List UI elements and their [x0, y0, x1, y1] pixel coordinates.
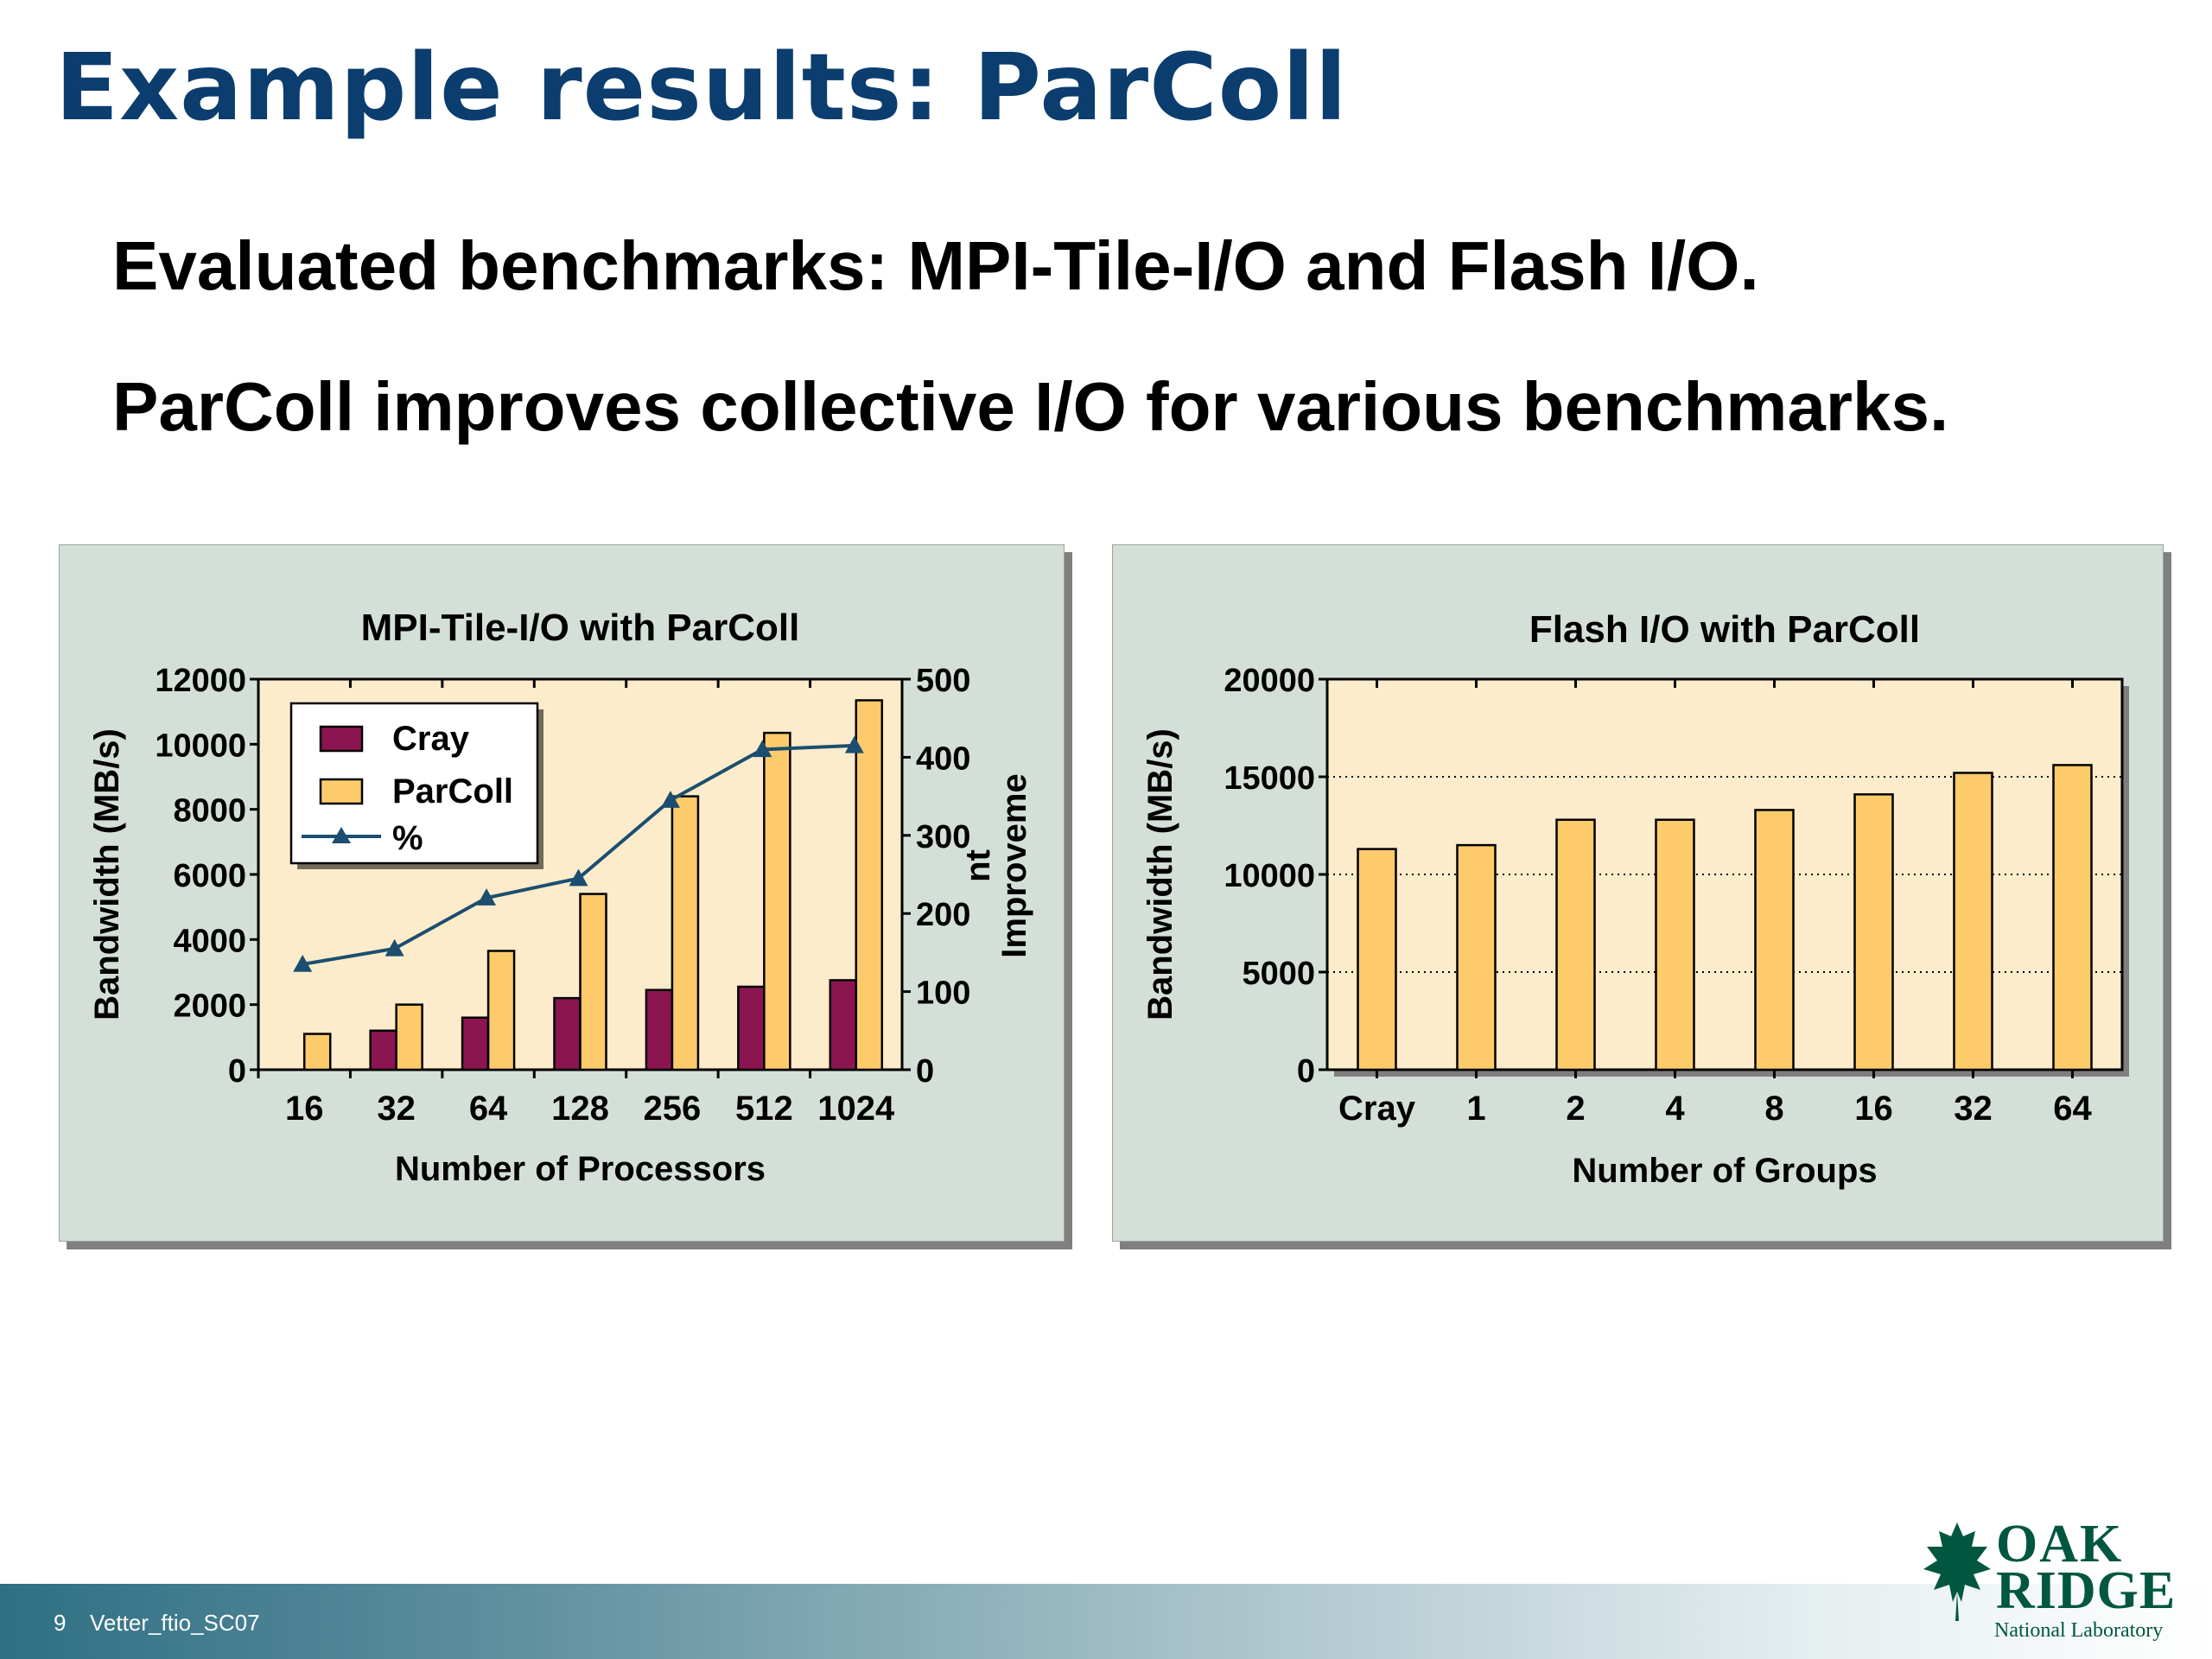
bar-parcoll	[486, 950, 516, 1071]
x-tick-label: 16	[1854, 1090, 1893, 1128]
logo-line1: OAK	[1996, 1515, 2124, 1573]
y2-axis-label-line: nt	[959, 849, 997, 882]
legend-label-parcoll: ParColl	[392, 772, 513, 810]
legend-swatch-parcoll	[319, 778, 364, 805]
x-tick-label: 32	[1954, 1090, 1993, 1128]
x-tick-label: 128	[551, 1090, 609, 1128]
x-tick-label: 64	[2053, 1090, 2092, 1128]
x-tick-label: 512	[735, 1090, 793, 1128]
x-axis-label: Number of Groups	[1572, 1152, 1877, 1190]
y2-tick-label: 500	[916, 663, 970, 699]
bar-parcoll	[395, 1003, 423, 1071]
bar-parcoll	[671, 795, 700, 1071]
percent-marker	[844, 735, 864, 753]
bar-flash	[1754, 809, 1795, 1071]
oak-ridge-logo: OAK RIDGE National Laboratory	[1918, 1512, 2177, 1650]
bar-flash	[1456, 843, 1497, 1071]
percent-marker	[293, 954, 313, 972]
y-tick-label: 8000	[173, 793, 246, 830]
bar-cray	[645, 988, 674, 1071]
footer-page-number: 9	[54, 1610, 67, 1636]
y-tick-label: 12000	[155, 663, 246, 699]
slide-title: Example results: ParColl	[55, 35, 1348, 142]
x-tick-label: 2	[1566, 1090, 1585, 1128]
percent-marker	[660, 791, 680, 808]
y-tick-label: 2000	[173, 988, 246, 1025]
x-tick-label: 1	[1466, 1090, 1485, 1128]
y-tick-label: 5000	[1242, 956, 1315, 992]
y-axis-label: Bandwidth (MB/s)	[88, 728, 126, 1020]
y-tick-label: 10000	[155, 728, 246, 764]
y-tick-label: 6000	[173, 858, 246, 894]
bar-cray	[553, 996, 582, 1071]
y-tick-label: 10000	[1224, 858, 1315, 894]
bar-flash	[2052, 764, 2093, 1071]
y2-axis-label-line: Improveme	[995, 773, 1033, 957]
x-tick-label: 256	[644, 1090, 702, 1128]
y2-tick-label: 300	[916, 819, 970, 855]
footer-text: Vetter_ftio_SC07	[90, 1610, 260, 1636]
bar-parcoll	[302, 1033, 332, 1071]
bar-parcoll	[855, 699, 884, 1071]
bar-parcoll	[763, 731, 791, 1071]
bar-flash	[1853, 793, 1894, 1071]
x-tick-label: 8	[1764, 1090, 1783, 1128]
percent-marker	[569, 868, 588, 887]
y-axis-label: Bandwidth (MB/s)	[1141, 728, 1179, 1020]
y-tick-label: 4000	[173, 923, 246, 959]
oak-leaf-icon	[1923, 1522, 1991, 1621]
bar-flash	[1655, 818, 1695, 1071]
y-tick-label: 0	[228, 1053, 246, 1090]
legend-marker-percent	[332, 827, 351, 843]
bar-cray	[461, 1016, 490, 1071]
x-axis-label: Number of Processors	[395, 1150, 766, 1188]
bar-cray	[737, 985, 766, 1071]
x-tick-label: 32	[377, 1090, 416, 1128]
y2-tick-label: 0	[916, 1053, 934, 1090]
percent-marker	[753, 740, 772, 758]
logo-line2: RIDGE	[1996, 1561, 2177, 1620]
mpi-tile-io-chart: MPI-Tile-I/O with ParColl020004000600080…	[88, 607, 1033, 1188]
bullet-benchmarks: Evaluated benchmarks: MPI-Tile-I/O and F…	[112, 227, 1759, 304]
x-tick-label: 64	[469, 1090, 508, 1128]
y-tick-label: 0	[1297, 1053, 1315, 1090]
y-tick-label: 15000	[1224, 760, 1315, 797]
y2-tick-label: 400	[916, 741, 970, 777]
bullet-improvement: ParColl improves collective I/O for vari…	[112, 368, 1949, 445]
percent-marker	[385, 938, 404, 957]
legend-label-cray: Cray	[392, 720, 470, 758]
y2-tick-label: 200	[916, 897, 970, 933]
y-tick-label: 20000	[1224, 663, 1315, 699]
bar-flash	[1555, 818, 1596, 1071]
bar-parcoll	[579, 893, 607, 1071]
flash-io-chart: Flash I/O with ParColl 0 5000 10000 15000 200…	[1141, 608, 2129, 1190]
bar-cray	[829, 979, 858, 1071]
x-tick-label: 16	[285, 1090, 324, 1128]
chart-title: MPI-Tile-I/O with ParColl	[361, 607, 800, 649]
bar-cray	[369, 1029, 397, 1071]
chart-title: Flash I/O with ParColl	[1529, 608, 1920, 651]
percent-marker	[477, 888, 497, 906]
bar-flash	[1953, 772, 1993, 1071]
x-tick-label: 1024	[817, 1090, 895, 1128]
footer-bar: 9 Vetter_ftio_SC07	[0, 1584, 2212, 1659]
plot-area	[1325, 677, 2124, 1071]
logo-line3: National Laboratory	[1994, 1619, 2164, 1642]
legend-label-percent: %	[392, 819, 423, 857]
bar-flash	[1357, 848, 1397, 1071]
legend-swatch-cray	[319, 725, 364, 753]
x-tick-label: Cray	[1338, 1090, 1416, 1128]
legend: Cray ParColl%	[289, 702, 543, 869]
x-tick-label: 4	[1665, 1090, 1685, 1128]
y2-tick-label: 100	[916, 976, 970, 1012]
mpi-tile-io-chart-panel: MPI-Tile-I/O with ParColl 0 2000 4000 6000 80…	[59, 544, 1065, 1242]
flash-io-chart-panel: Flash I/O with ParColl 0 5000 10000 15000 200…	[1112, 544, 2164, 1242]
